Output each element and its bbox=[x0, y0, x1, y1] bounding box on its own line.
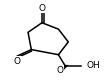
Text: O: O bbox=[57, 66, 64, 75]
Text: O: O bbox=[38, 4, 45, 13]
Text: O: O bbox=[14, 57, 21, 66]
Text: OH: OH bbox=[86, 61, 100, 70]
